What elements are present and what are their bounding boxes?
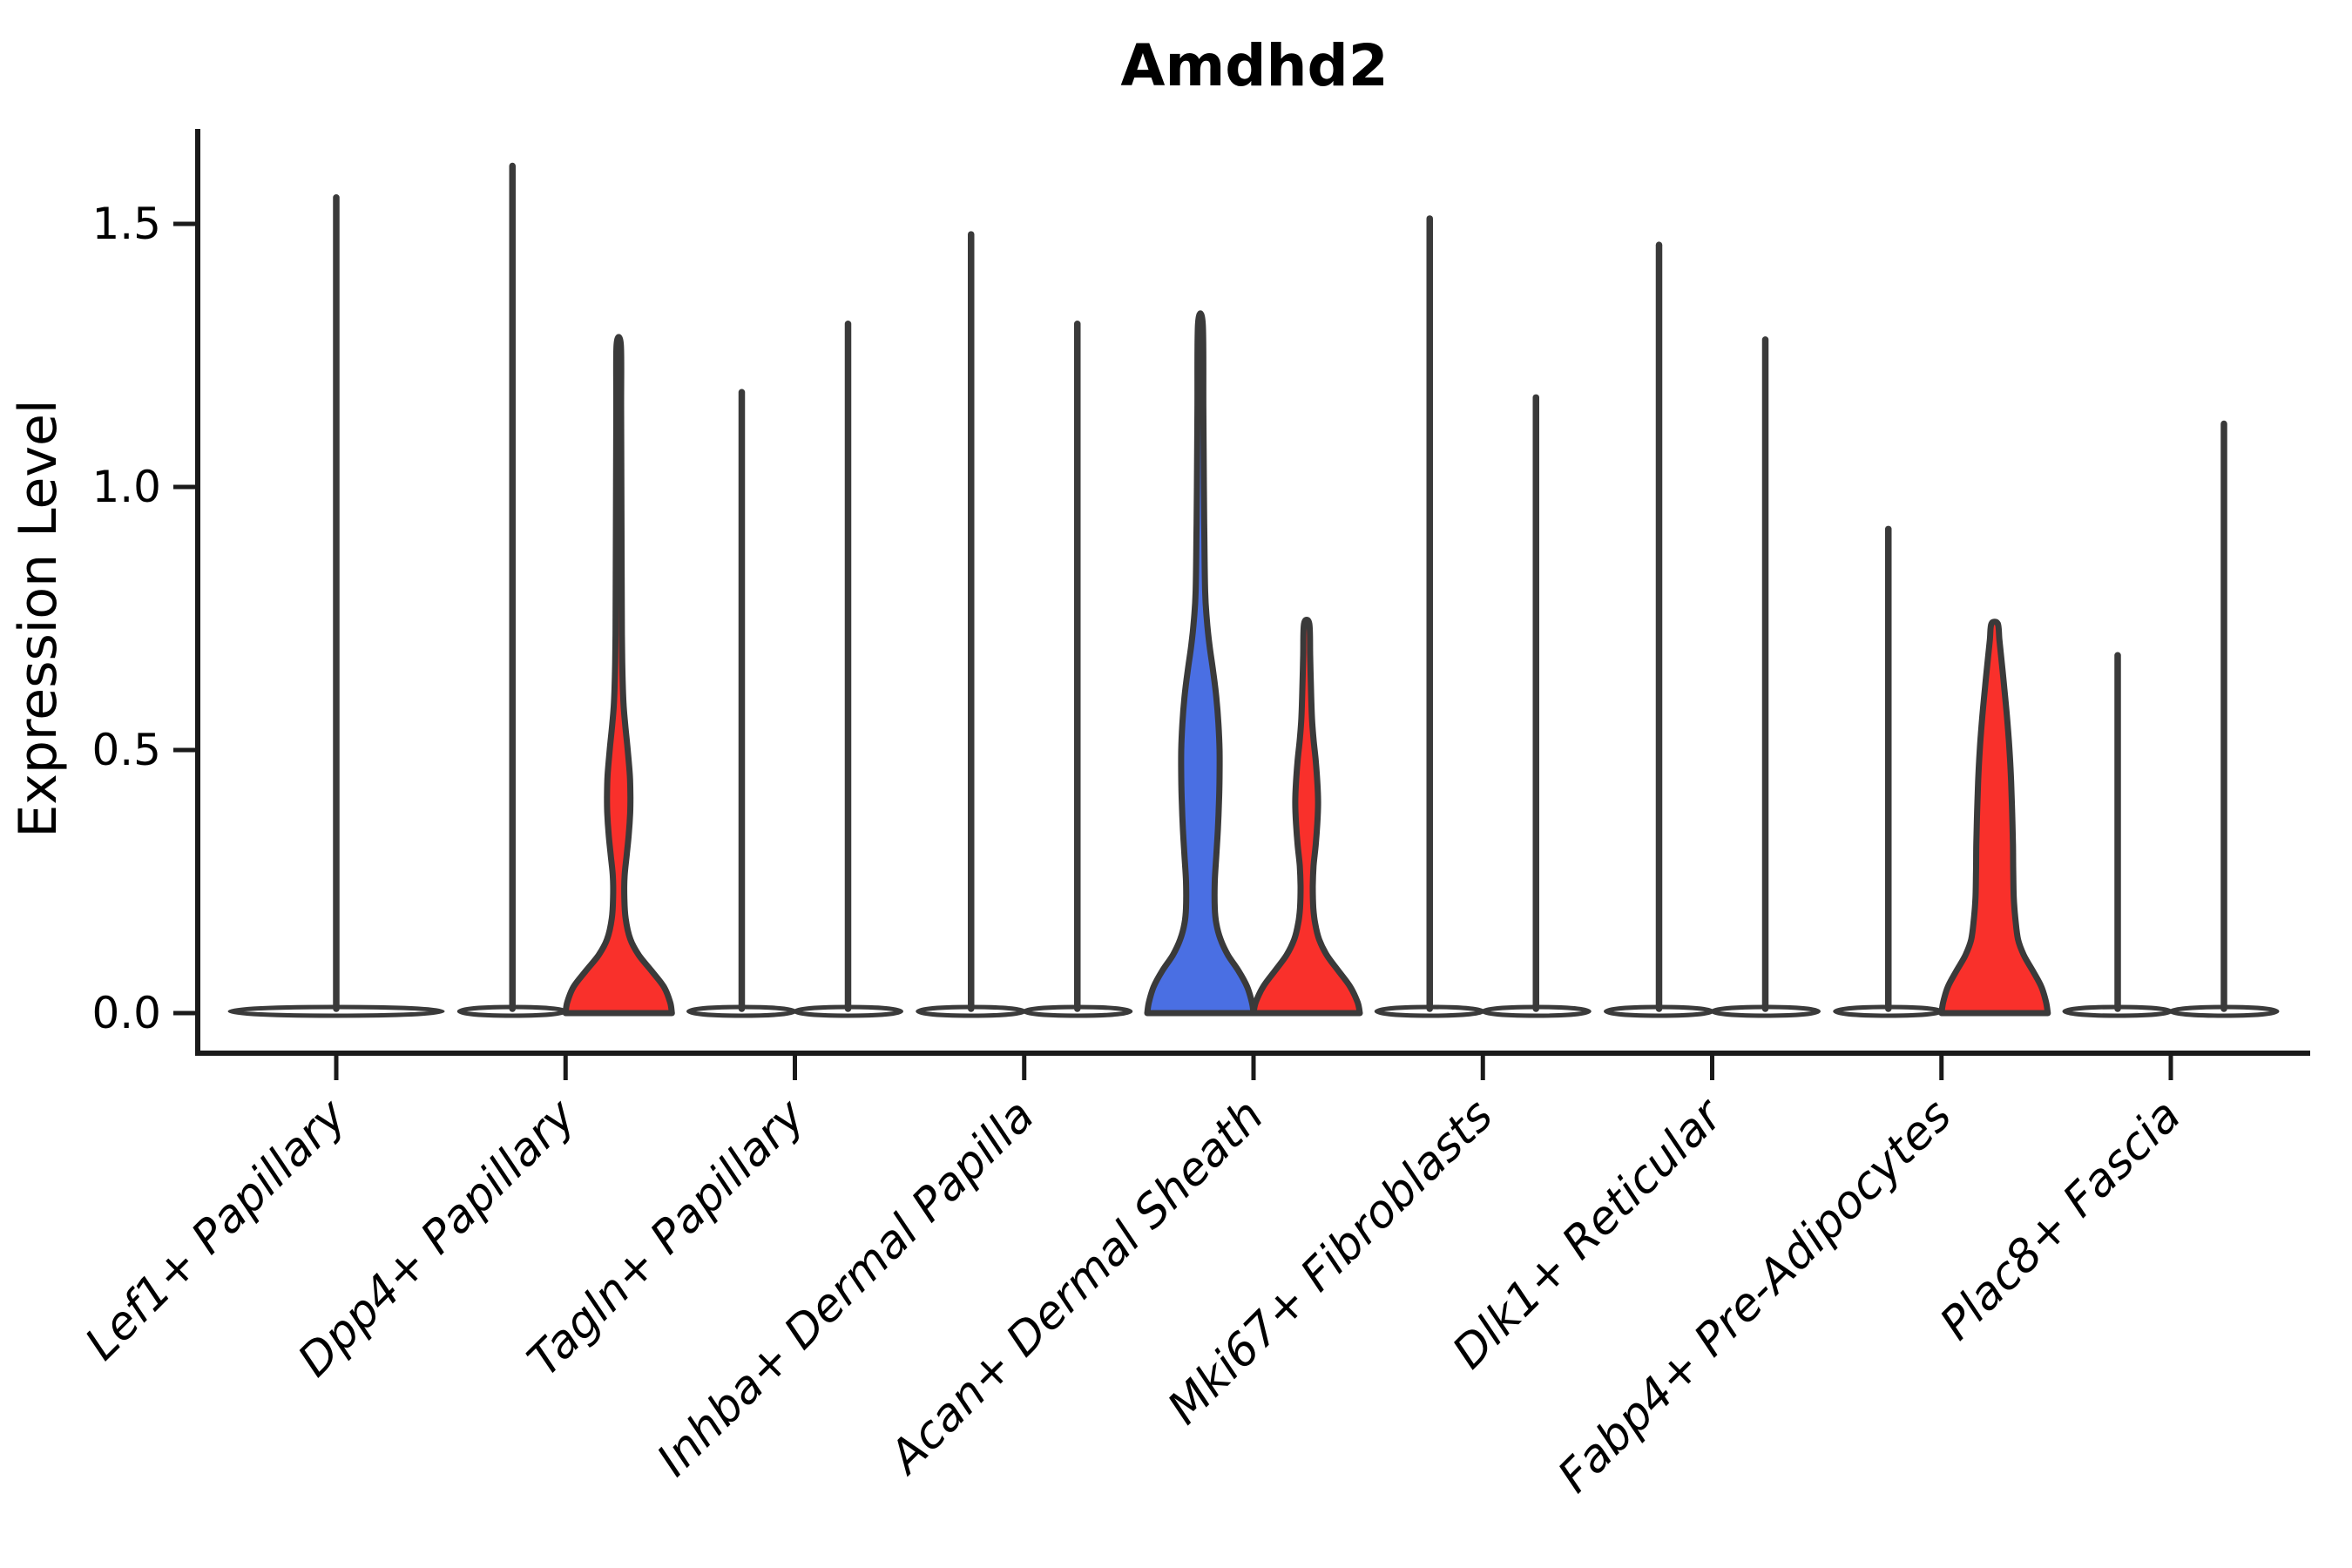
y-tick-label: 0.5	[91, 725, 161, 775]
axes	[195, 129, 2310, 1056]
chart-title: Amdhd2	[1120, 32, 1388, 99]
x-tick-label: Plac8+ Fascia	[1930, 1090, 2191, 1350]
spike-violins	[333, 162, 2227, 1012]
filled-violins	[562, 310, 2051, 1017]
x-tick-label: Acan+ Dermal Sheath	[878, 1090, 1274, 1485]
x-tick-label: Fabp4+ Pre-Adipocytes	[1548, 1090, 1962, 1504]
x-tick-label: Inhba+ Dermal Papilla	[647, 1090, 1044, 1487]
y-axis-ticks: 0.0 0.5 1.0 1.5	[91, 199, 198, 1038]
violin-red	[1938, 618, 2051, 1017]
violin-blue	[1144, 310, 1257, 1017]
y-tick-label: 0.0	[91, 988, 161, 1038]
violin-red	[1250, 617, 1363, 1017]
y-tick-label: 1.0	[91, 462, 161, 512]
violin-red	[562, 334, 675, 1017]
y-tick-label: 1.5	[91, 199, 161, 249]
y-axis-label: Expression Level	[8, 399, 69, 837]
